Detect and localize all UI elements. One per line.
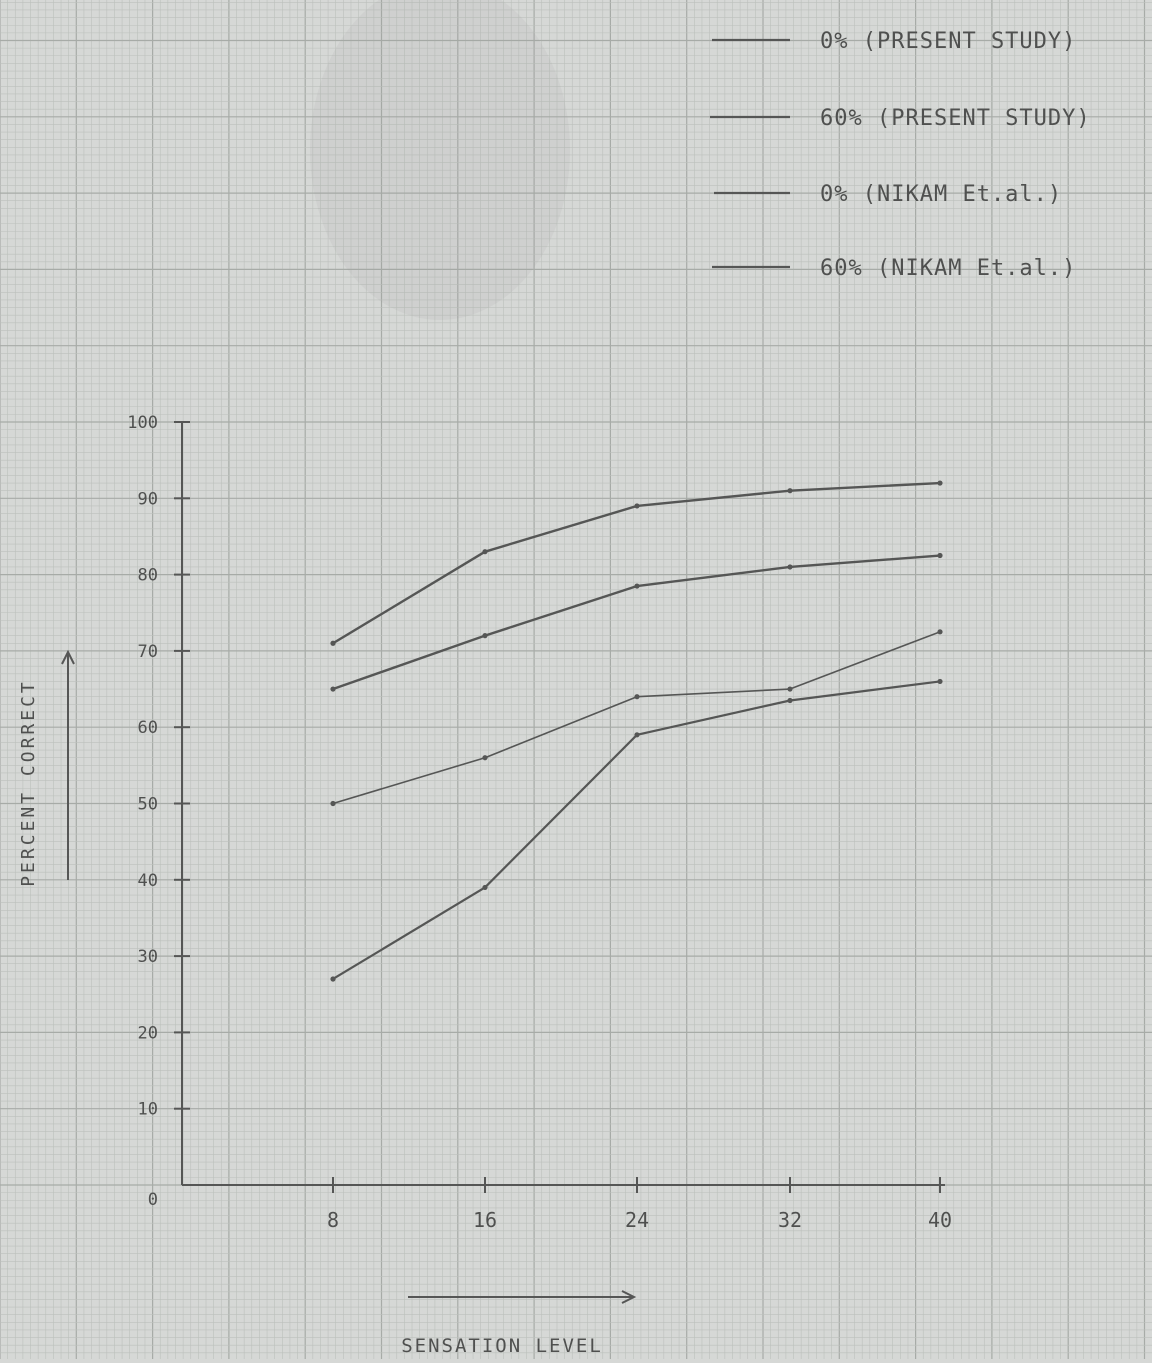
y-tick-label: 10 (138, 1100, 158, 1120)
y-axis-arrowhead (61, 649, 75, 665)
y-tick-label: 90 (138, 489, 158, 509)
data-point (937, 629, 943, 635)
y-tick-label: 20 (138, 1023, 158, 1043)
data-point (330, 640, 336, 646)
chart-legend: 0% (PRESENT STUDY) 60% (PRESENT STUDY) 0% … (710, 29, 1091, 281)
legend-label: 0% (NIKAM Et.al.) (820, 182, 1062, 207)
x-tick-label: 24 (625, 1208, 649, 1232)
legend-label: 60% (PRESENT STUDY) (820, 106, 1091, 131)
data-point (634, 583, 640, 589)
data-point (482, 549, 488, 555)
legend-label: 0% (PRESENT STUDY) (820, 29, 1076, 54)
paper-smudge (310, 0, 570, 320)
data-point (634, 732, 640, 738)
x-tick-label: 16 (473, 1208, 497, 1232)
data-point (787, 697, 793, 704)
data-point (787, 564, 793, 570)
data-point (330, 686, 336, 692)
y-axis-title: PERCENT CORRECT (18, 679, 39, 887)
data-point (330, 976, 336, 982)
series-lines (330, 480, 943, 982)
data-point (482, 884, 488, 891)
data-point (634, 694, 640, 700)
x-tick-label: 40 (928, 1208, 952, 1232)
data-point (937, 552, 943, 559)
series-line-4 (332, 680, 941, 980)
data-point (937, 480, 943, 486)
y-tick-label: 100 (127, 413, 158, 433)
legend-label: 60% (NIKAM Et.al.) (820, 256, 1076, 281)
y-tick-label: 50 (138, 795, 158, 815)
data-point (482, 755, 488, 761)
x-tick-label: 8 (327, 1208, 339, 1232)
y-tick-label: 30 (138, 947, 158, 967)
x-axis-title: SENSATION LEVEL (401, 1335, 603, 1357)
x-axis-arrowhead (621, 1290, 637, 1304)
series-line-2 (332, 554, 941, 691)
data-point (937, 678, 943, 685)
x-tick-label: 32 (778, 1208, 802, 1232)
data-point (787, 686, 793, 692)
axis-labels: SENSATION LEVEL PERCENT CORRECT (18, 649, 637, 1357)
y-tick-label: 80 (138, 566, 158, 586)
y-tick-label: 0 (148, 1190, 158, 1210)
chart-axes: 0 10 20 30 40 50 60 70 80 90 100 8 16 24 32 40 (127, 413, 952, 1232)
y-tick-label: 60 (138, 718, 158, 738)
y-tick-label: 40 (138, 871, 158, 891)
data-point (787, 488, 793, 494)
data-point (634, 503, 640, 509)
y-tick-label: 70 (138, 642, 158, 662)
data-point (482, 633, 488, 639)
data-point (330, 800, 336, 807)
